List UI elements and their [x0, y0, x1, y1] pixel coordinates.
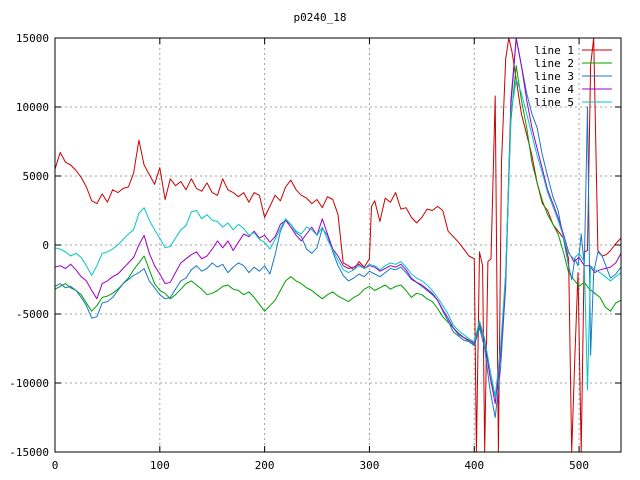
y-tick-label: -5000: [16, 308, 49, 321]
grid-lines: [55, 38, 621, 452]
legend-label-1: line 1: [534, 44, 574, 57]
y-tick-label: 0: [42, 239, 49, 252]
x-tick-label: 500: [569, 459, 589, 472]
x-tick-label: 400: [464, 459, 484, 472]
series-line-5: [55, 78, 621, 398]
y-tick-label: 10000: [16, 101, 49, 114]
legend-label-2: line 2: [534, 57, 574, 70]
series-line-3: [55, 38, 621, 418]
legend-label-5: line 5: [534, 96, 574, 109]
y-tick-label: 15000: [16, 32, 49, 45]
x-tick-label: 100: [150, 459, 170, 472]
y-tick-label: -10000: [9, 377, 49, 390]
y-tick-label: -15000: [9, 446, 49, 459]
x-tick-label: 200: [255, 459, 275, 472]
axis-ticks: 0 100 200 300 400 500 -15000 -10000 -5000 0 5000 10…: [9, 32, 621, 472]
chart-title: p0240_18: [294, 11, 347, 24]
y-tick-label: 5000: [23, 170, 50, 183]
x-tick-label: 300: [360, 459, 380, 472]
series-line-4: [55, 38, 621, 405]
series-line-2: [55, 65, 621, 398]
legend-label-3: line 3: [534, 70, 574, 83]
legend-label-4: line 4: [534, 83, 574, 96]
series-lines: [55, 38, 621, 452]
x-tick-label: 0: [52, 459, 59, 472]
